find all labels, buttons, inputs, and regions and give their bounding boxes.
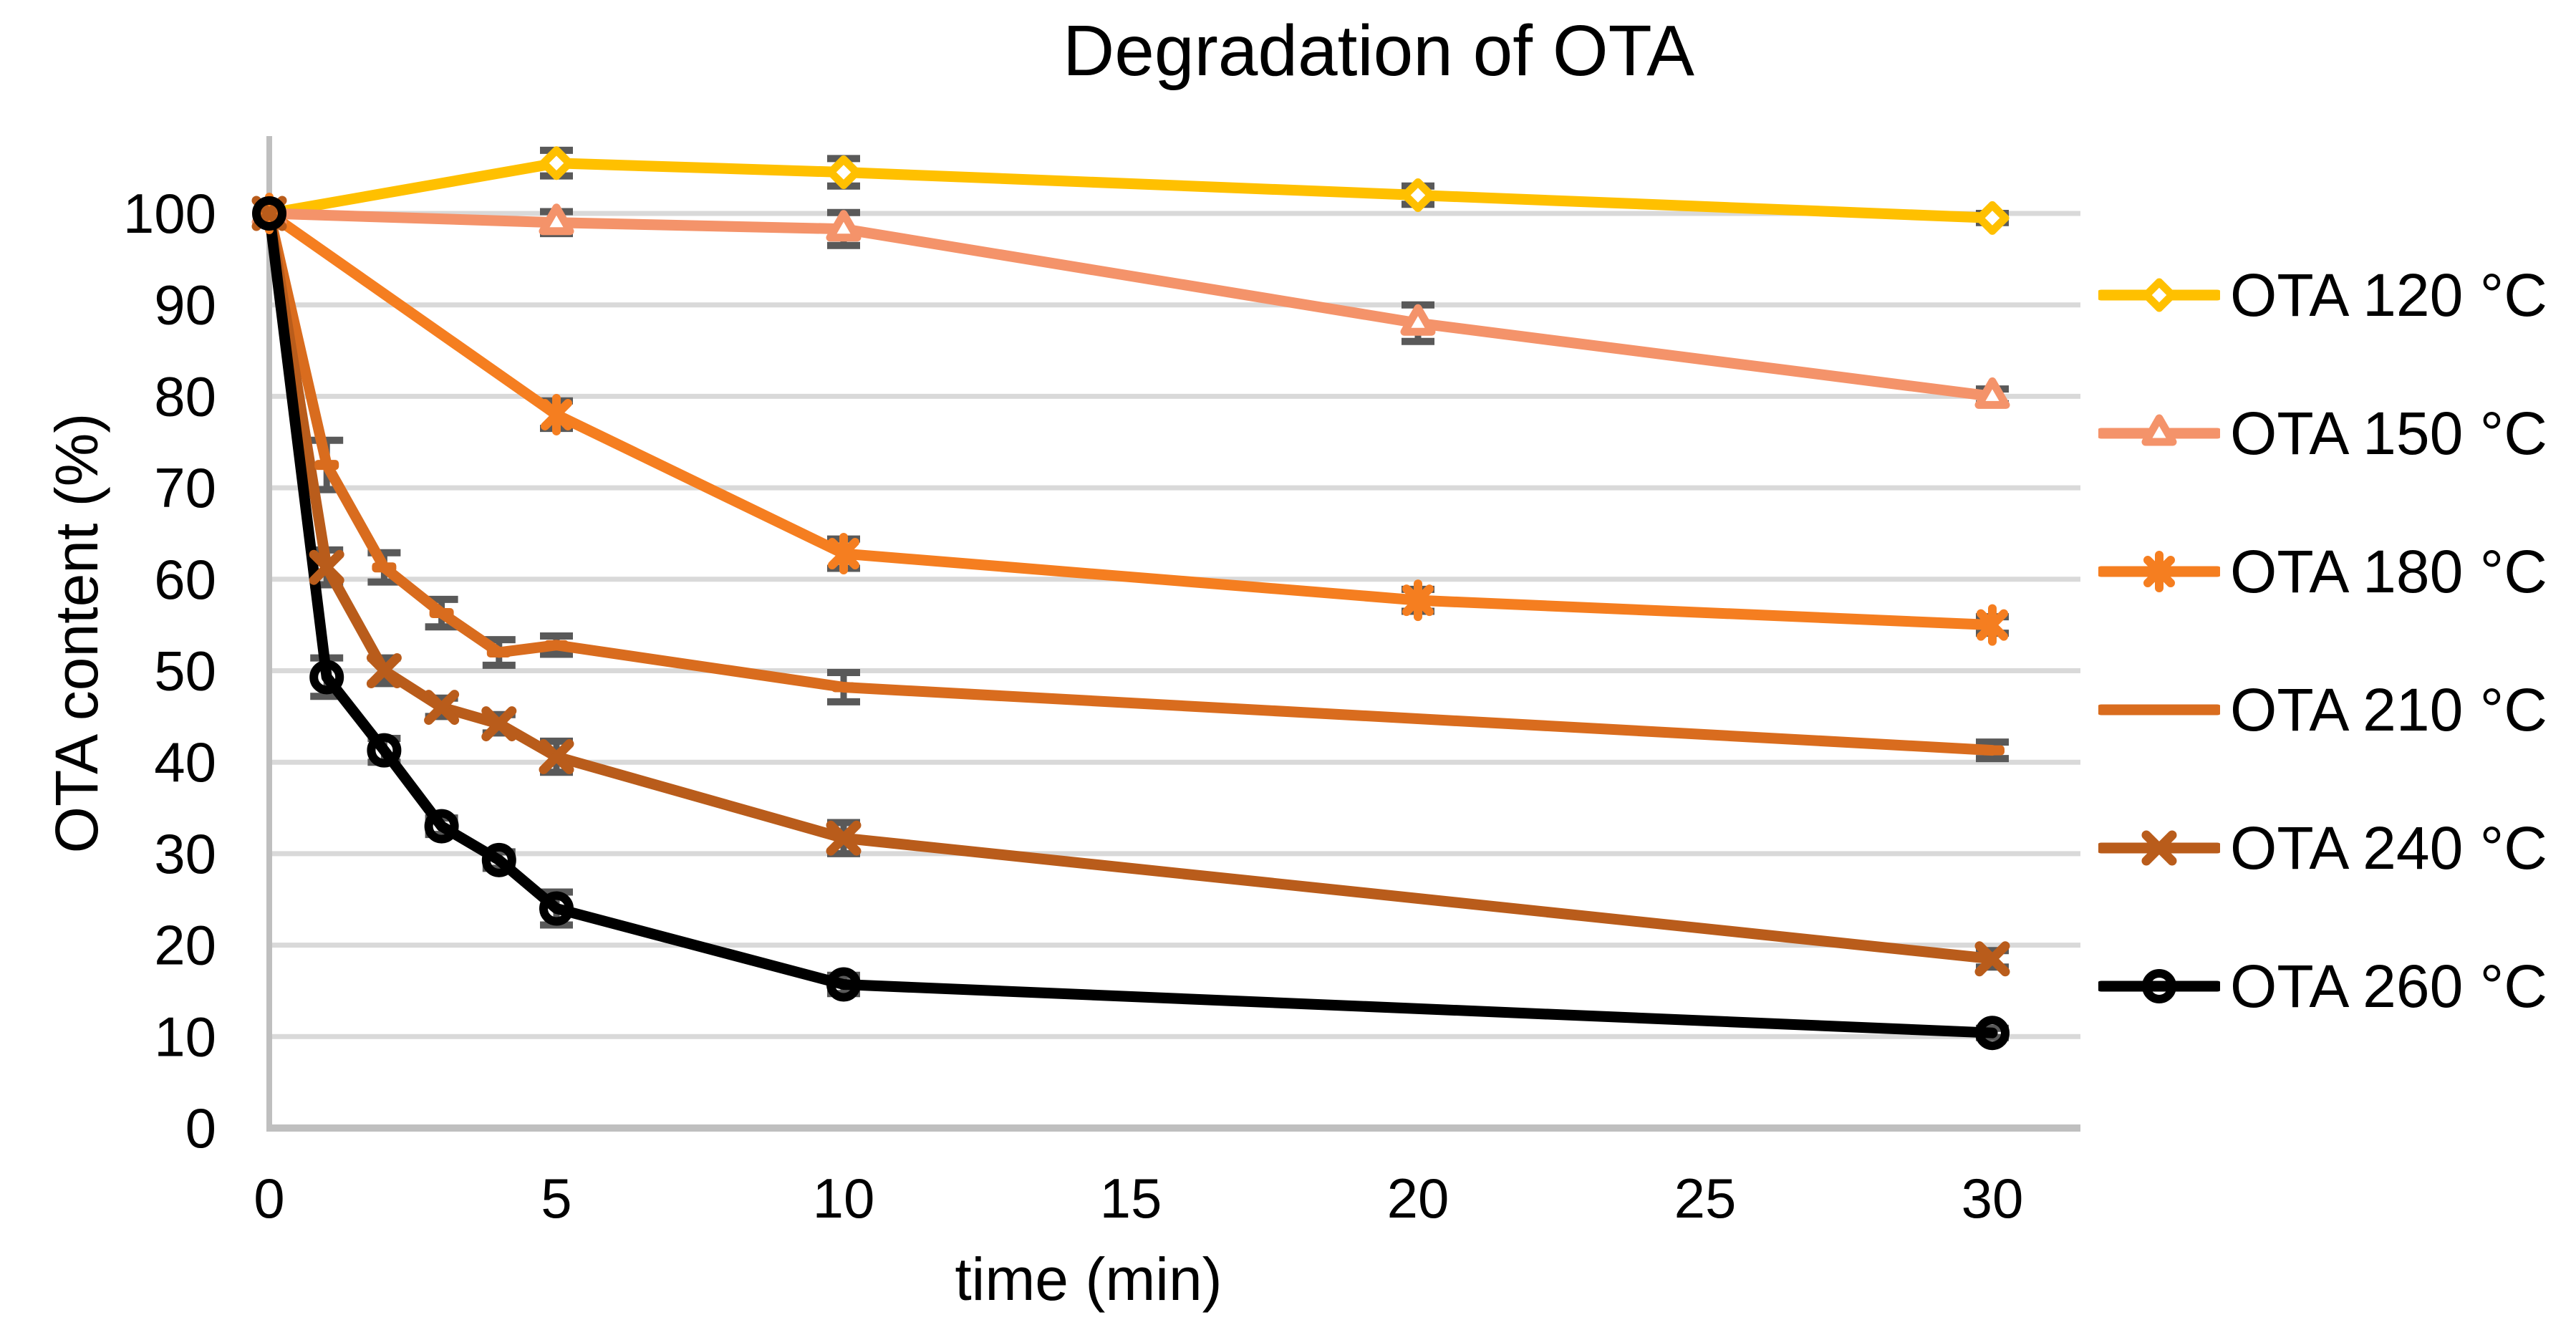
- dash-marker: [2147, 705, 2171, 715]
- dash-marker: [486, 647, 511, 657]
- diamond-marker: [826, 155, 861, 190]
- series-line-ota-120-c: [264, 158, 1998, 223]
- circle-marker: [424, 809, 459, 844]
- legend-item-ota-180-c: OTA 180 °C: [2098, 529, 2571, 615]
- x-marker: [366, 653, 402, 688]
- series-markers-ota-210-c: [257, 208, 2005, 756]
- x-axis-title: time (min): [955, 1246, 1222, 1313]
- dash-marker: [314, 460, 339, 471]
- asterisk-marker: [1402, 579, 1434, 622]
- x-marker: [2141, 830, 2177, 866]
- legend-label-ota-260-c: OTA 260 °C: [2230, 952, 2547, 1020]
- diamond-marker: [539, 146, 574, 180]
- x-marker: [1974, 941, 2010, 977]
- triangle-marker: [826, 210, 862, 242]
- circle-marker: [252, 196, 286, 231]
- series-line-ota-210-c: [264, 208, 1998, 756]
- x-tick-label-30: 30: [1962, 1167, 2024, 1230]
- circle-marker: [2142, 969, 2176, 1003]
- chart-legend: OTA 120 °C OTA 150 °C OTA 180 °C OTA 210 °C…: [2098, 0, 2576, 1325]
- dash-marker: [831, 682, 856, 693]
- legend-label-ota-210-c: OTA 210 °C: [2230, 675, 2547, 743]
- dash-marker: [544, 640, 569, 650]
- diamond-marker: [1975, 201, 2010, 235]
- asterisk-marker: [2143, 551, 2175, 592]
- legend-item-ota-240-c: OTA 240 °C: [2098, 805, 2571, 891]
- circle-marker: [481, 842, 516, 877]
- y-tick-label-50: 50: [154, 640, 216, 703]
- x-tick-label-25: 25: [1674, 1167, 1737, 1230]
- x-tick-label-20: 20: [1387, 1167, 1449, 1230]
- legend-swatch-ota-180-c: [2098, 551, 2220, 592]
- y-tick-label-10: 10: [154, 1005, 216, 1068]
- series-markers-ota-150-c: [251, 194, 2010, 409]
- x-marker: [424, 690, 460, 726]
- circle-marker: [539, 891, 574, 926]
- triangle-marker: [539, 203, 574, 236]
- chart-title: Degradation of OTA: [1063, 11, 1694, 91]
- dash-marker: [429, 608, 454, 619]
- legend-swatch-ota-150-c: [2098, 414, 2220, 446]
- legend-item-ota-150-c: OTA 150 °C: [2098, 390, 2571, 476]
- y-tick-label-100: 100: [123, 182, 216, 245]
- asterisk-marker: [541, 393, 572, 435]
- circle-marker: [367, 733, 402, 768]
- x-marker: [826, 820, 862, 856]
- diamond-marker: [2142, 278, 2176, 312]
- circle-marker: [826, 967, 861, 1002]
- x-tick-label-10: 10: [813, 1167, 875, 1230]
- x-tick-label-0: 0: [254, 1167, 284, 1230]
- legend-item-ota-210-c: OTA 210 °C: [2098, 667, 2571, 753]
- y-tick-label-20: 20: [154, 914, 216, 977]
- circle-marker: [309, 660, 344, 695]
- legend-label-ota-150-c: OTA 150 °C: [2230, 399, 2547, 467]
- series-line-ota-240-c: [264, 208, 1998, 965]
- asterisk-marker: [828, 533, 859, 575]
- legend-label-ota-240-c: OTA 240 °C: [2230, 814, 2547, 882]
- legend-swatch-ota-240-c: [2098, 830, 2220, 866]
- legend-item-ota-120-c: OTA 120 °C: [2098, 252, 2571, 338]
- circle-marker: [1975, 1016, 2010, 1051]
- triangle-marker: [1974, 377, 2010, 409]
- y-tick-label-80: 80: [154, 365, 216, 428]
- asterisk-marker: [1977, 604, 2008, 646]
- y-tick-label-90: 90: [154, 274, 216, 337]
- x-marker: [481, 706, 517, 742]
- legend-item-ota-260-c: OTA 260 °C: [2098, 943, 2571, 1029]
- triangle-marker: [2141, 414, 2177, 446]
- y-tick-label-30: 30: [154, 822, 216, 885]
- y-tick-label-40: 40: [154, 731, 216, 794]
- y-tick-label-0: 0: [185, 1097, 216, 1160]
- y-tick-label-70: 70: [154, 456, 216, 519]
- y-tick-label-60: 60: [154, 548, 216, 611]
- legend-label-ota-120-c: OTA 120 °C: [2230, 261, 2547, 329]
- x-marker: [309, 549, 344, 585]
- x-tick-label-15: 15: [1100, 1167, 1162, 1230]
- legend-swatch-ota-120-c: [2098, 278, 2220, 312]
- error-bars-ota-260-c: [310, 654, 2009, 1041]
- diamond-marker: [1401, 178, 1435, 212]
- series-line-ota-260-c: [264, 208, 1998, 1039]
- legend-label-ota-180-c: OTA 180 °C: [2230, 537, 2547, 605]
- legend-swatch-ota-260-c: [2098, 969, 2220, 1003]
- dash-marker: [1980, 745, 2005, 756]
- triangle-marker: [1400, 304, 1436, 336]
- legend-swatch-ota-210-c: [2098, 704, 2220, 716]
- dash-marker: [372, 562, 397, 573]
- x-tick-label-5: 5: [541, 1167, 571, 1230]
- series-markers-ota-260-c: [252, 196, 2010, 1051]
- x-marker: [539, 739, 574, 775]
